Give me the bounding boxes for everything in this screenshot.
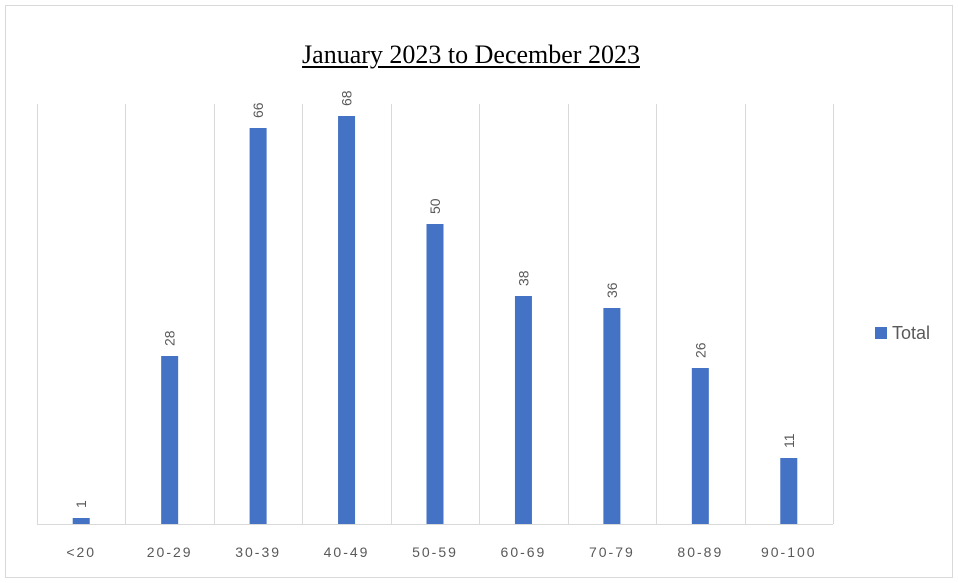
bar-30-39 [249, 128, 267, 524]
chart-title: January 2023 to December 2023 [302, 40, 640, 69]
data-label-50-59: 50 [427, 198, 443, 214]
legend-label: Total [892, 323, 930, 343]
x-tick-label-30-39: 30-39 [235, 544, 281, 560]
bar-40-49 [338, 116, 356, 524]
data-label-40-49: 68 [339, 90, 355, 106]
bar-90-100 [780, 458, 798, 524]
x-tick-label-50-59: 50-59 [412, 544, 458, 560]
x-axis-tick-labels: <20 20-29 30-39 40-49 50-59 60-69 70-79 80-89 90… [66, 544, 817, 560]
x-tick-label-90-100: 90-100 [761, 544, 817, 560]
bar-70-79 [603, 308, 621, 524]
data-label-60-69: 38 [515, 270, 531, 286]
bar-50-59 [426, 224, 444, 524]
bars [72, 116, 798, 524]
x-tick-label-70-79: 70-79 [589, 544, 635, 560]
bar-80-89 [691, 368, 709, 524]
bar-60-69 [514, 296, 532, 524]
data-label-70-79: 36 [604, 282, 620, 298]
bar-<20 [72, 518, 90, 524]
x-tick-label-40-49: 40-49 [324, 544, 370, 560]
bar-20-29 [161, 356, 179, 524]
data-label-<20: 1 [73, 500, 89, 508]
grid-lines [37, 104, 834, 525]
x-tick-label-80-89: 80-89 [677, 544, 723, 560]
data-labels: 1 28 66 68 50 38 36 26 11 [73, 90, 797, 508]
x-tick-label-<20: <20 [66, 544, 96, 560]
data-label-30-39: 66 [250, 102, 266, 118]
data-label-80-89: 26 [692, 342, 708, 358]
legend-swatch [875, 327, 887, 339]
x-tick-label-60-69: 60-69 [501, 544, 547, 560]
legend: Total [875, 323, 930, 343]
x-tick-label-20-29: 20-29 [147, 544, 193, 560]
data-label-20-29: 28 [162, 330, 178, 346]
data-label-90-100: 11 [781, 433, 797, 448]
